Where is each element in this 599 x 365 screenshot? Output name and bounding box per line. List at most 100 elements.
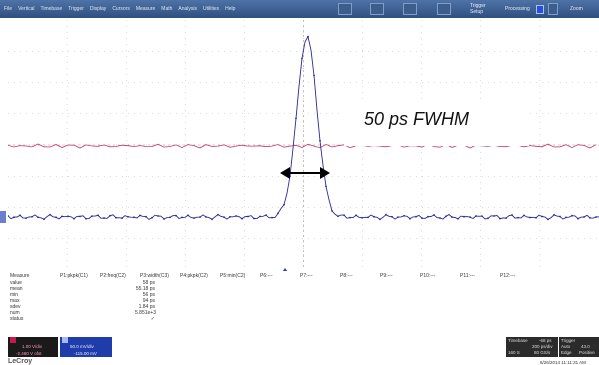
- trace-c2-sample: [577, 217, 579, 220]
- measure-row-label: value: [10, 280, 22, 286]
- trace-c2-sample: [13, 216, 15, 219]
- trigger-position-marker: [282, 268, 288, 272]
- measure-tool-icon[interactable]: [403, 3, 417, 15]
- measure-param-5[interactable]: P5:min(C2): [220, 273, 246, 279]
- auto-setup-icon[interactable]: [338, 3, 352, 15]
- menu-item-help[interactable]: Help: [225, 6, 236, 12]
- fwhm-arrow: [280, 167, 330, 179]
- trace-c2-sample: [295, 117, 297, 120]
- menu-item-math[interactable]: Math: [161, 6, 173, 12]
- stop-icon[interactable]: [437, 3, 451, 15]
- trace-c2-sample: [229, 215, 231, 218]
- measure-param-1[interactable]: P1:pkpk(C1): [60, 273, 88, 279]
- trace-c2-sample: [427, 215, 429, 218]
- c2-offset: -115.00 mV: [74, 351, 97, 356]
- menu-item-analysis[interactable]: Analysis: [178, 6, 198, 12]
- trigger-setup-button[interactable]: Trigger Setup: [470, 3, 486, 15]
- menu-item-measure[interactable]: Measure: [135, 6, 156, 12]
- trace-c2-sample: [19, 214, 21, 217]
- waveform-display[interactable]: [8, 20, 599, 270]
- trace-c2-sample: [151, 216, 153, 219]
- measure-param-11[interactable]: P11:---: [460, 273, 475, 279]
- trace-c2-sample: [265, 214, 267, 217]
- c1-descriptor-box[interactable]: 1.00 V/div -2.460 V ofst: [8, 337, 58, 357]
- trace-c2-sample: [43, 218, 45, 221]
- trace-c2-sample: [235, 215, 237, 217]
- trace-c2-sample: [553, 214, 555, 216]
- trigger-setup-label-line2: Setup: [470, 9, 484, 15]
- trace-c2-sample: [193, 217, 195, 220]
- trace-c2-sample: [541, 215, 543, 218]
- measure-param-3[interactable]: P3:width(C3): [140, 273, 169, 279]
- trace-c2-sample: [415, 215, 417, 218]
- trace-c2-sample: [25, 217, 27, 220]
- c2-descriptor-box[interactable]: 50.0 mV/div -115.00 mV: [60, 337, 112, 357]
- trace-c2-sample: [127, 215, 129, 218]
- trace-c2-sample: [433, 214, 435, 216]
- trace-c2-sample: [421, 217, 423, 220]
- menu-item-trigger[interactable]: Trigger: [68, 6, 84, 12]
- trace-c2-sample: [571, 214, 573, 217]
- trace-c2-sample: [355, 214, 357, 217]
- trace-c2-sample: [409, 217, 411, 220]
- c1-scale: 1.00 V/div: [22, 344, 43, 349]
- trigger-mode: Auto: [561, 344, 571, 349]
- trace-c2-sample: [97, 214, 99, 217]
- trace-c2-sample: [511, 214, 513, 216]
- trace-c2-sample: [139, 214, 141, 217]
- measure-param-12[interactable]: P12:---: [500, 273, 516, 279]
- trace-c2-sample: [523, 214, 525, 217]
- trace-c2-sample: [457, 217, 459, 220]
- trace-c2-sample: [145, 215, 147, 218]
- trace-c2-sample: [331, 210, 333, 212]
- trigger-descriptor[interactable]: Trigger Auto 43.0 Edge Positive: [559, 337, 599, 357]
- trace-c2-sample: [469, 216, 471, 219]
- trace-c2-sample: [403, 214, 405, 217]
- measure-row-label: mean: [10, 286, 23, 292]
- measure-row-value: 94 ps: [142, 298, 155, 304]
- trace-c2-sample: [343, 214, 345, 217]
- measure-param-7[interactable]: P7:---: [300, 273, 313, 279]
- trigger-level: 43.0: [581, 344, 590, 349]
- trace-c2-sample: [223, 216, 225, 219]
- menu-item-file[interactable]: File: [4, 6, 13, 12]
- measure-param-6[interactable]: P6:---: [260, 273, 273, 279]
- channel-ref-marker[interactable]: [0, 211, 6, 223]
- trace-c2-sample: [451, 216, 453, 219]
- measure-row-value: 5.851e+3: [135, 310, 156, 316]
- trace-c2-sample: [31, 215, 33, 218]
- trace-c2-sample: [583, 216, 585, 218]
- menu-item-vertical[interactable]: Vertical: [18, 6, 35, 12]
- trace-c2-sample: [247, 215, 249, 218]
- pointer-icon[interactable]: [548, 3, 558, 15]
- single-trigger-icon[interactable]: [370, 3, 384, 15]
- trace-c2-sample: [463, 215, 465, 218]
- measure-param-9[interactable]: P9:---: [380, 273, 393, 279]
- c2-scale: 50.0 mV/div: [70, 344, 94, 349]
- measure-row-label: status: [10, 316, 24, 322]
- trace-c2-sample: [397, 216, 399, 219]
- timebase-descriptor[interactable]: Timebase -68 ps 200 ps/div 160 S 80 GS/s: [506, 337, 558, 357]
- timestamp: 8/26/2014 11:11:31 AM: [540, 360, 586, 365]
- trigger-label: Trigger: [561, 338, 576, 343]
- menu-item-timebase[interactable]: Timebase: [40, 6, 63, 12]
- measure-param-4[interactable]: P4:pkpk(C2): [180, 273, 208, 279]
- trace-c2-sample: [337, 215, 339, 218]
- trace-c2-sample: [535, 216, 537, 219]
- trace-c2-sample: [499, 217, 501, 220]
- measure-param-10[interactable]: P10:---: [420, 273, 436, 279]
- trace-c2-sample: [325, 185, 327, 188]
- measure-row-value: ✓: [150, 316, 155, 322]
- measure-param-2[interactable]: P2:freq(C2): [100, 273, 126, 279]
- measure-panel: Measure P1:pkpk(C1) P2:freq(C2) P3:width(C…: [0, 271, 599, 337]
- c1-tag-icon: [10, 337, 16, 343]
- trace-c2-sample: [241, 217, 243, 220]
- measure-param-8[interactable]: P8:---: [340, 273, 353, 279]
- menu-item-utilities[interactable]: Utilities: [203, 6, 220, 12]
- zoom-button[interactable]: Zoom: [570, 6, 583, 12]
- menu-item-cursors[interactable]: Cursors: [112, 6, 130, 12]
- trace-c2-sample: [55, 216, 57, 219]
- fwhm-annotation-text: 50 ps FWHM: [364, 109, 470, 129]
- trigger-polarity: Positive: [579, 350, 595, 355]
- menu-item-display[interactable]: Display: [89, 6, 107, 12]
